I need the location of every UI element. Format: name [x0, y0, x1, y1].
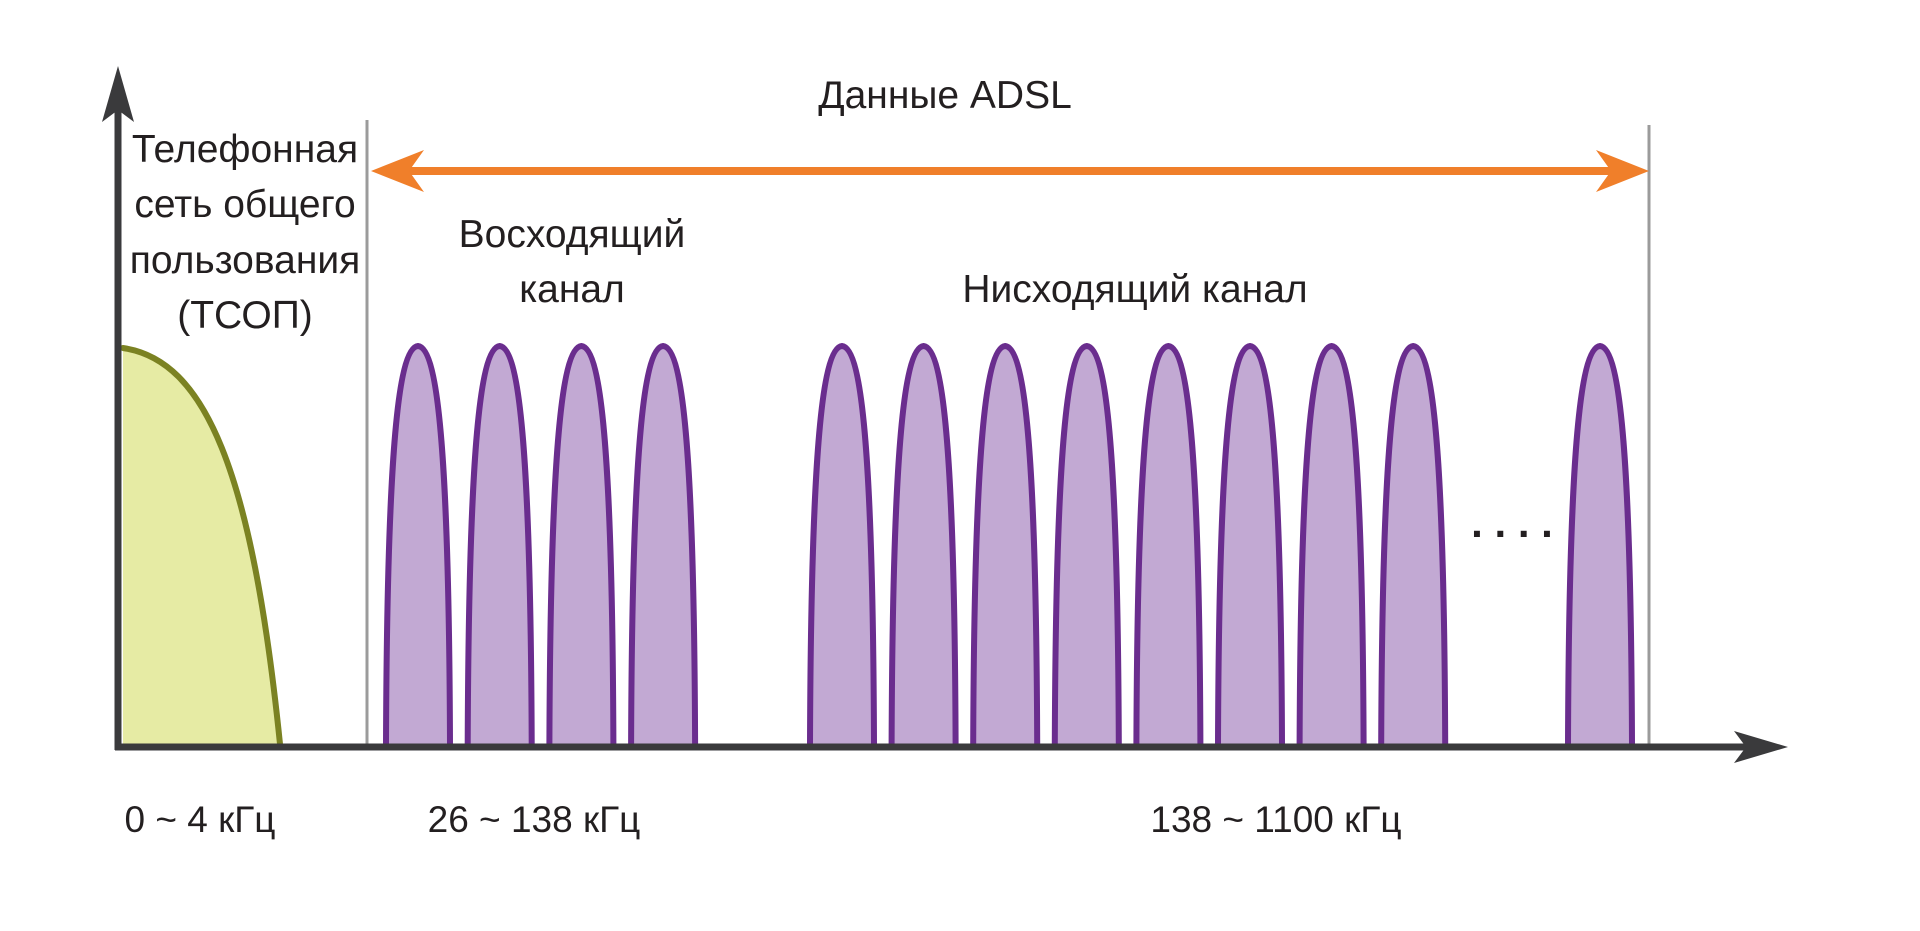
downstream-carrier-6	[1215, 343, 1285, 745]
upstream-carrier-2	[464, 343, 535, 745]
pstn-range-label: 0 ~ 4 кГц	[124, 799, 275, 840]
pstn-label-line-2: сеть общего	[134, 183, 355, 226]
pstn-label-line-1: Телефонная	[132, 128, 358, 171]
pstn-band-curve	[120, 345, 283, 747]
downstream-carrier-2	[888, 343, 959, 745]
y-axis	[102, 66, 134, 750]
upstream-carrier-1	[383, 343, 453, 745]
upstream-carrier-4	[628, 343, 699, 745]
upstream-range-label: 26 ~ 138 кГц	[428, 799, 641, 840]
pstn-label: Телефонная сеть общего пользования (ТСОП…	[130, 128, 361, 337]
x-axis	[115, 731, 1788, 763]
carrier-group	[383, 343, 1635, 745]
downstream-label: Нисходящий канал	[962, 268, 1307, 311]
adsl-data-label: Данные ADSL	[818, 74, 1072, 117]
upstream-label: Восходящий канал	[459, 213, 686, 311]
downstream-carrier-8	[1378, 343, 1449, 745]
pstn-label-line-3: пользования	[130, 239, 361, 282]
downstream-carrier-4	[1051, 343, 1122, 745]
downstream-carrier-7	[1296, 343, 1367, 745]
pstn-label-line-4: (ТСОП)	[177, 294, 312, 337]
downstream-carrier-1	[807, 343, 877, 745]
adsl-range-arrow	[371, 150, 1649, 192]
upstream-label-line-1: Восходящий	[459, 213, 686, 256]
downstream-carrier-5	[1133, 343, 1204, 745]
upstream-carrier-3	[546, 343, 617, 745]
downstream-carrier-9	[1565, 343, 1635, 745]
downstream-carrier-3	[970, 343, 1041, 745]
pstn-band	[123, 348, 280, 744]
upstream-label-line-2: канал	[519, 268, 625, 311]
downstream-range-label: 138 ~ 1100 кГц	[1150, 799, 1401, 840]
more-carriers-ellipsis: . . . .	[1471, 499, 1553, 546]
